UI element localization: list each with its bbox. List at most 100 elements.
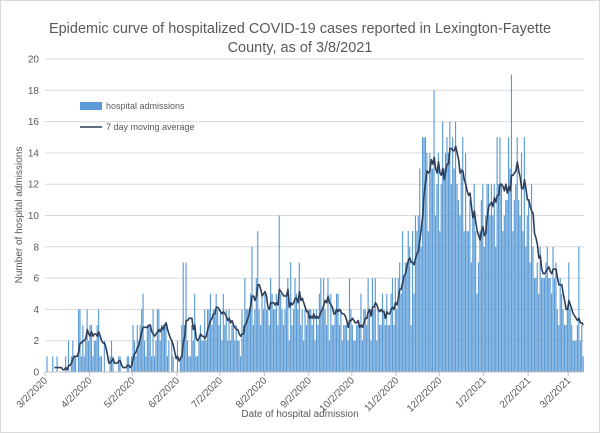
bar — [416, 231, 418, 372]
y-tick-label: 2 — [33, 336, 39, 347]
bar — [282, 325, 285, 372]
bar — [241, 309, 243, 372]
x-tick-label: 3/2/2020 — [15, 375, 51, 411]
bar — [242, 325, 244, 372]
bar — [67, 340, 70, 372]
chart-title-line-1: Epidemic curve of hospitalized COVID-19 … — [48, 21, 552, 37]
bar — [456, 184, 458, 372]
bar — [424, 137, 427, 372]
bar — [525, 246, 527, 372]
bar — [307, 309, 309, 372]
bar — [119, 356, 121, 372]
moving-average-series — [54, 145, 584, 371]
bar — [377, 309, 379, 372]
bar — [367, 278, 369, 372]
bar — [399, 262, 401, 372]
bar — [257, 231, 259, 372]
bar — [251, 246, 253, 372]
bar — [93, 340, 95, 372]
bar — [228, 309, 230, 372]
bar — [229, 340, 232, 372]
bar — [208, 309, 210, 372]
bar — [434, 215, 437, 372]
bar — [370, 340, 372, 372]
bar — [499, 137, 501, 372]
bar — [569, 309, 571, 372]
bar — [277, 325, 279, 372]
bar — [410, 325, 412, 372]
bar — [516, 137, 518, 372]
bar — [548, 278, 550, 372]
bar — [582, 356, 584, 372]
bar — [287, 278, 289, 372]
x-tick-label: 12/2/2020 — [405, 375, 445, 415]
bar — [490, 184, 492, 372]
bar — [198, 340, 200, 372]
bar — [551, 293, 553, 372]
bar — [413, 293, 415, 372]
bar — [482, 184, 484, 372]
bar — [391, 278, 394, 372]
bar — [215, 293, 217, 372]
bar — [397, 278, 399, 372]
bar — [389, 325, 391, 372]
bar — [206, 309, 209, 372]
bar — [495, 246, 497, 372]
bar — [384, 325, 386, 372]
bar — [469, 199, 471, 372]
bar — [202, 340, 204, 372]
bar — [267, 309, 269, 372]
bar — [368, 309, 371, 372]
bar — [519, 215, 521, 372]
bar — [110, 340, 113, 372]
bar — [539, 246, 541, 372]
bar — [522, 231, 524, 372]
bar — [270, 278, 272, 372]
bar — [237, 340, 239, 372]
bar — [358, 325, 361, 372]
bar — [429, 152, 431, 372]
bar — [433, 90, 435, 373]
bar — [558, 325, 560, 372]
bar — [436, 184, 438, 372]
legend-line-label: 7 day moving average — [106, 122, 195, 132]
bar — [219, 309, 222, 372]
bar — [46, 356, 48, 372]
bar — [476, 293, 478, 372]
bar — [315, 309, 318, 372]
bar — [555, 262, 557, 372]
bar — [191, 325, 193, 372]
bar — [209, 293, 211, 372]
bar — [118, 356, 120, 372]
bar — [533, 278, 535, 372]
bar — [172, 356, 174, 372]
bar — [512, 231, 514, 372]
bar — [404, 262, 406, 372]
bar — [443, 168, 445, 372]
bar — [268, 325, 270, 372]
bar — [447, 152, 449, 372]
bar — [248, 309, 250, 372]
bar — [549, 278, 551, 372]
y-axis-label: Number of hospital admissions — [14, 147, 25, 284]
bar — [214, 309, 216, 372]
bar — [432, 168, 434, 372]
bar — [99, 356, 101, 372]
bar — [88, 340, 90, 372]
bar — [280, 293, 282, 372]
bar — [300, 325, 302, 372]
bar — [132, 325, 134, 372]
bar — [79, 309, 81, 372]
bar — [444, 152, 447, 372]
x-tick-label: 1/2/2021 — [454, 375, 490, 411]
bar — [274, 309, 276, 372]
bar — [475, 231, 477, 372]
bar — [165, 325, 167, 372]
bar — [579, 340, 581, 372]
bar — [324, 309, 326, 372]
bar — [195, 356, 197, 372]
bar — [182, 262, 184, 372]
bar — [205, 340, 207, 372]
bar — [265, 309, 267, 372]
bar — [473, 184, 475, 372]
